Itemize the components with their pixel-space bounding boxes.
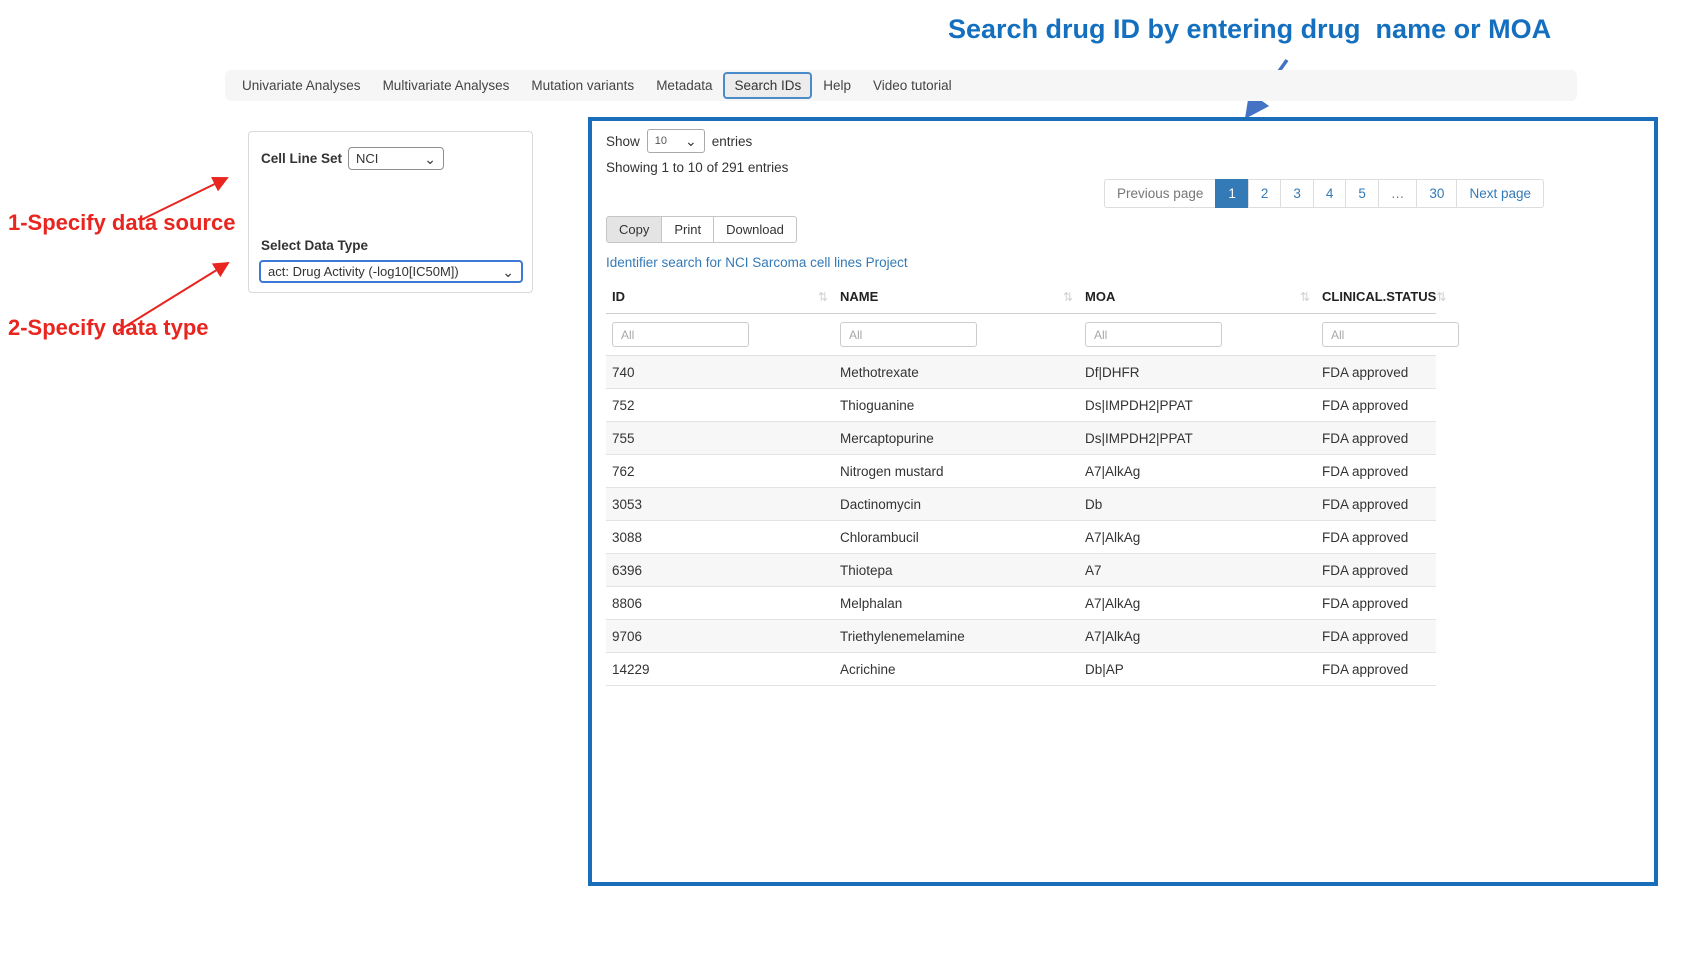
table-row[interactable]: 8806 Melphalan A7|AlkAg FDA approved [606, 587, 1436, 620]
page-button-2[interactable]: 2 [1247, 179, 1282, 208]
table-row[interactable]: 3053 Dactinomycin Db FDA approved [606, 488, 1436, 521]
column-header-id[interactable]: ID ⇅ [612, 289, 828, 304]
page-button-5[interactable]: 5 [1345, 179, 1379, 208]
name-filter-input[interactable] [840, 322, 977, 347]
table-filter-row [606, 314, 1459, 356]
id-filter-input[interactable] [612, 322, 749, 347]
table-info-text: Showing 1 to 10 of 291 entries [606, 160, 789, 175]
column-header-moa[interactable]: MOA ⇅ [1085, 289, 1310, 304]
sort-icon[interactable]: ⇅ [1299, 289, 1310, 304]
page-ellipsis: … [1377, 179, 1418, 208]
table-row[interactable]: 740 Methotrexate Df|DHFR FDA approved [606, 356, 1436, 389]
next-page-button[interactable]: Next page [1456, 179, 1544, 208]
entries-label: entries [711, 133, 753, 149]
chevron-down-icon: ⌄ [424, 150, 437, 167]
table-row[interactable]: 9706 Triethylenemelamine A7|AlkAg FDA ap… [606, 620, 1436, 653]
page-button-3[interactable]: 3 [1280, 179, 1314, 208]
clinical-status-filter-input[interactable] [1322, 322, 1459, 347]
page-button-1[interactable]: 1 [1215, 179, 1249, 208]
page-size-select[interactable]: 10 ⌄ [646, 129, 705, 153]
identifier-search-link[interactable]: Identifier search for NCI Sarcoma cell l… [606, 255, 908, 270]
tab-mutation-variants[interactable]: Mutation variants [531, 78, 635, 93]
chevron-down-icon: ⌄ [502, 263, 514, 280]
main-navbar: Univariate Analyses Multivariate Analyse… [225, 70, 1577, 101]
annotation-step1-label: 1-Specify data source [8, 210, 236, 235]
sort-icon[interactable]: ⇅ [1062, 289, 1073, 304]
pagination: Previous page 1 2 3 4 5 … 30 Next page [1104, 179, 1544, 208]
sort-icon[interactable]: ⇅ [1436, 289, 1447, 304]
table-row[interactable]: 755 Mercaptopurine Ds|IMPDH2|PPAT FDA ap… [606, 422, 1436, 455]
annotation-title: Search drug ID by entering drug name or … [948, 14, 1552, 44]
chevron-down-icon: ⌄ [685, 133, 697, 149]
annotation-step2-label: 2-Specify data type [8, 315, 209, 340]
tab-video-tutorial[interactable]: Video tutorial [873, 78, 952, 93]
data-type-select[interactable]: act: Drug Activity (-log10[IC50M]) ⌄ [259, 260, 523, 283]
sort-icon[interactable]: ⇅ [817, 289, 828, 304]
table-row[interactable]: 762 Nitrogen mustard A7|AlkAg FDA approv… [606, 455, 1436, 488]
table-row[interactable]: 3088 Chlorambucil A7|AlkAg FDA approved [606, 521, 1436, 554]
tab-metadata[interactable]: Metadata [656, 78, 713, 93]
data-source-panel: Cell Line Set NCI ⌄ Select Data Type act… [248, 131, 533, 293]
table-row[interactable]: 6396 Thiotepa A7 FDA approved [606, 554, 1436, 587]
cell-line-set-label: Cell Line Set [261, 151, 343, 166]
show-label: Show [606, 133, 640, 149]
tab-search-ids[interactable]: Search IDs [723, 72, 813, 99]
print-button[interactable]: Print [661, 216, 715, 243]
page-size-value: 10 [654, 135, 668, 147]
column-header-clinical-status[interactable]: CLINICAL.STATUS ⇅ [1322, 289, 1447, 304]
data-type-value: act: Drug Activity (-log10[IC50M]) [268, 264, 459, 279]
download-button[interactable]: Download [713, 216, 797, 243]
copy-button[interactable]: Copy [606, 216, 663, 243]
previous-page-button[interactable]: Previous page [1104, 179, 1217, 208]
table-row[interactable]: 752 Thioguanine Ds|IMPDH2|PPAT FDA appro… [606, 389, 1436, 422]
tab-univariate-analyses[interactable]: Univariate Analyses [242, 78, 361, 93]
search-results-panel: Show 10 ⌄ entries Showing 1 to 10 of 291… [588, 117, 1658, 886]
select-data-type-label: Select Data Type [261, 238, 369, 253]
page-button-4[interactable]: 4 [1312, 179, 1347, 208]
cell-line-set-select[interactable]: NCI ⌄ [348, 147, 445, 170]
tab-multivariate-analyses[interactable]: Multivariate Analyses [382, 78, 510, 93]
column-header-name[interactable]: NAME ⇅ [840, 289, 1073, 304]
page-button-30[interactable]: 30 [1416, 179, 1458, 208]
table-row[interactable]: 14229 Acrichine Db|AP FDA approved [606, 653, 1436, 686]
table-body: 740 Methotrexate Df|DHFR FDA approved 75… [606, 356, 1436, 686]
export-button-group: Copy Print Download [606, 216, 797, 243]
results-table: ID ⇅ NAME ⇅ MOA ⇅ CLINICAL.STATUS ⇅ [606, 281, 1459, 686]
cell-line-set-value: NCI [356, 151, 379, 166]
tab-help[interactable]: Help [823, 78, 852, 93]
table-header-row: ID ⇅ NAME ⇅ MOA ⇅ CLINICAL.STATUS ⇅ [606, 281, 1447, 314]
moa-filter-input[interactable] [1085, 322, 1222, 347]
